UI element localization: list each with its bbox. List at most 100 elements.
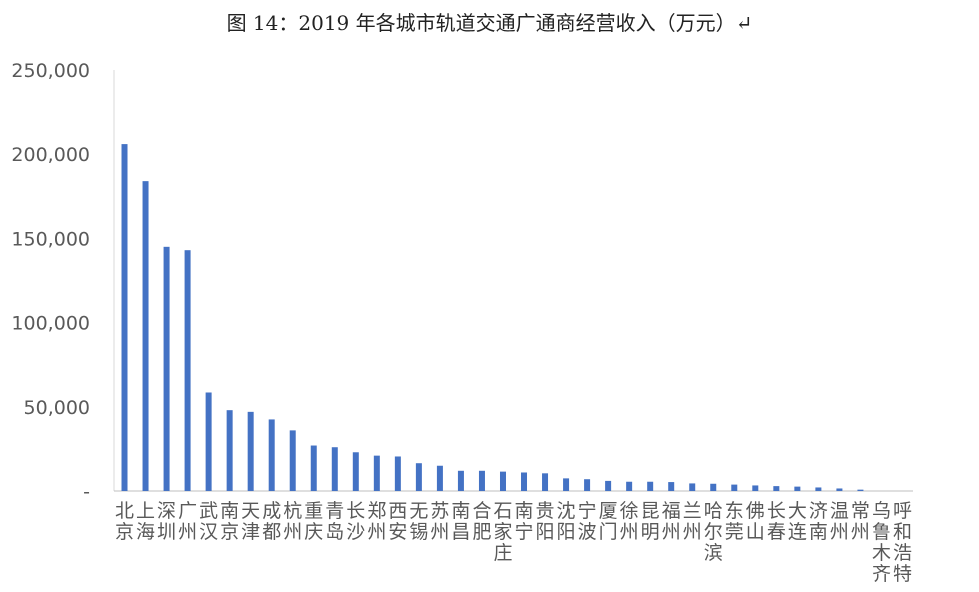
x-tick-label: 青 [325, 500, 344, 522]
x-tick-label: 南 [809, 521, 828, 543]
x-tick-label: 鲁 [872, 521, 891, 543]
x-tick-label: 东 [725, 500, 744, 522]
bar [331, 447, 338, 491]
x-tick-label: 深 [157, 500, 176, 522]
bar [163, 246, 170, 491]
bars [121, 144, 864, 491]
x-tick-label: 京 [115, 521, 134, 543]
x-tick-label: 州 [283, 521, 302, 543]
x-tick-label: 大 [788, 500, 807, 522]
x-tick-label: 岛 [325, 521, 344, 543]
bar [457, 470, 464, 491]
y-tick-label: 250,000 [11, 60, 90, 82]
bar [205, 392, 212, 491]
x-tick-label: 南 [220, 500, 239, 522]
x-tick-label: 山 [746, 521, 765, 543]
bar [521, 472, 528, 491]
x-tick-label: 南 [515, 500, 534, 522]
chart-title: 图 14：2019 年各城市轨道交通广通商经营收入（万元）↵ [226, 11, 753, 35]
bar [563, 478, 570, 491]
x-tick-label: 庆 [304, 521, 323, 543]
x-tick-label: 佛 [746, 500, 765, 522]
x-tick-label: 天 [241, 500, 260, 522]
x-tick-label: 郑 [367, 500, 386, 522]
bar [415, 463, 422, 491]
x-tick-label: 沙 [346, 521, 365, 543]
bar [605, 480, 612, 491]
bar [647, 481, 654, 491]
x-tick-label: 兰 [683, 500, 702, 522]
x-tick-label: 宁 [515, 521, 534, 543]
bar [668, 482, 675, 491]
x-tick-label: 阳 [536, 521, 555, 543]
x-tick-label: 海 [136, 521, 155, 543]
x-tick-label: 京 [220, 521, 239, 543]
x-tick-label: 呼 [893, 500, 912, 522]
y-tick-label: 200,000 [11, 144, 90, 166]
bar [289, 430, 296, 491]
bar [752, 485, 759, 491]
x-tick-label: 家 [493, 521, 512, 543]
y-tick-label: 50,000 [24, 397, 90, 419]
x-tick-label: 波 [578, 521, 597, 543]
x-tick-label: 都 [262, 521, 281, 543]
bar [247, 411, 254, 491]
x-tick-label: 州 [683, 521, 702, 543]
x-tick-label: 成 [262, 500, 281, 522]
y-tick-label: 100,000 [11, 313, 90, 335]
x-tick-label: 州 [367, 521, 386, 543]
x-tick-label: 州 [178, 521, 197, 543]
x-tick-label: 无 [409, 500, 428, 522]
x-tick-label: 长 [767, 500, 786, 522]
x-tick-label: 州 [662, 521, 681, 543]
bar [857, 489, 864, 491]
x-tick-label: 明 [641, 521, 660, 543]
bar [773, 486, 780, 491]
x-tick-label: 齐 [872, 563, 891, 585]
x-tick-label: 昌 [451, 521, 470, 543]
x-tick-label: 木 [872, 542, 891, 564]
x-tick-label: 春 [767, 521, 786, 543]
bar [268, 419, 275, 491]
x-tick-label: 津 [241, 521, 260, 543]
x-tick-label: 福 [662, 500, 681, 522]
bar [542, 473, 549, 491]
x-tick-label: 尔 [704, 521, 723, 543]
x-tick-label: 连 [788, 521, 807, 543]
x-tick-label: 合 [472, 500, 491, 522]
x-tick-label: 宁 [578, 500, 597, 522]
x-tick-label: 沈 [557, 500, 576, 522]
bar [352, 452, 359, 491]
x-tick-label: 莞 [725, 521, 744, 543]
x-tick-label: 州 [830, 521, 849, 543]
x-tick-label: 浩 [893, 542, 912, 564]
x-tick-label: 州 [430, 521, 449, 543]
bar [710, 483, 717, 491]
x-tick-label: 长 [346, 500, 365, 522]
x-tick-label: 贵 [536, 500, 555, 522]
x-tick-label: 门 [599, 521, 618, 543]
x-tick-label: 安 [388, 521, 407, 543]
x-tick-label: 广 [178, 500, 197, 522]
bar [184, 250, 191, 491]
x-tick-label: 乌 [872, 500, 891, 522]
x-tick-label: 常 [851, 500, 870, 522]
y-tick-label: - [83, 481, 90, 503]
x-tick-label: 昆 [641, 500, 660, 522]
bar [373, 455, 380, 491]
bar [731, 484, 738, 491]
x-tick-label: 哈 [704, 500, 723, 522]
x-tick-label: 滨 [704, 542, 723, 564]
y-tick-label: 150,000 [11, 228, 90, 250]
bar [121, 144, 128, 491]
x-tick-label: 州 [851, 521, 870, 543]
bar [836, 488, 843, 491]
x-tick-label: 西 [388, 500, 407, 522]
x-tick-label: 武 [199, 500, 218, 522]
x-tick-label: 济 [809, 500, 828, 522]
bar [794, 486, 801, 491]
x-tick-label: 杭 [283, 500, 302, 522]
x-tick-label: 厦 [599, 500, 618, 522]
x-tick-label: 特 [893, 563, 912, 585]
